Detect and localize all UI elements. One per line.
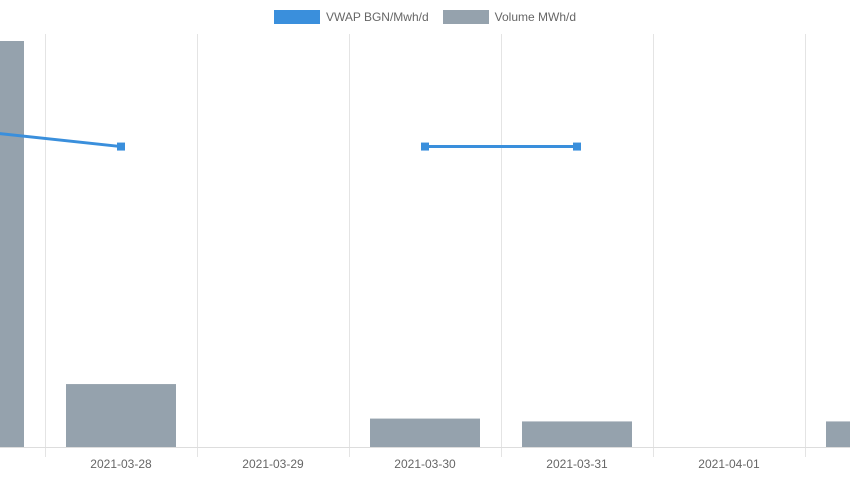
x-axis-ticks: 2021-03-272021-03-282021-03-292021-03-30…: [0, 457, 760, 471]
vwap-point[interactable]: [117, 142, 125, 151]
volume-bar[interactable]: [66, 384, 176, 447]
x-tick-label: 2021-04-01: [698, 457, 760, 471]
x-tick-label: 2021-03-31: [546, 457, 608, 471]
x-tick-label: 2021-03-29: [242, 457, 304, 471]
vwap-point[interactable]: [573, 142, 581, 151]
volume-bar[interactable]: [522, 421, 632, 447]
volume-bar[interactable]: [826, 421, 850, 447]
x-tick-label: 2021-03-30: [394, 457, 456, 471]
legend-item-vwap[interactable]: VWAP BGN/Mwh/d: [273, 10, 429, 24]
legend-swatch-volume: [442, 10, 489, 24]
vwap-point[interactable]: [421, 142, 429, 151]
grid-lines: [0, 34, 850, 457]
vwap-line-segment: [0, 132, 122, 149]
legend-swatch-vwap: [273, 10, 320, 24]
x-tick-label: 2021-03-28: [90, 457, 152, 471]
legend-label-vwap: VWAP BGN/Mwh/d: [325, 10, 429, 24]
legend-item-volume[interactable]: Volume MWh/d: [442, 10, 577, 24]
volume-bar[interactable]: [0, 41, 24, 447]
chart-legend: VWAP BGN/Mwh/d Volume MWh/d: [0, 8, 850, 26]
legend-label-volume: Volume MWh/d: [494, 10, 577, 24]
volume-bar[interactable]: [370, 418, 480, 447]
vwap-line: [0, 132, 581, 151]
volume-bars: [0, 41, 850, 447]
